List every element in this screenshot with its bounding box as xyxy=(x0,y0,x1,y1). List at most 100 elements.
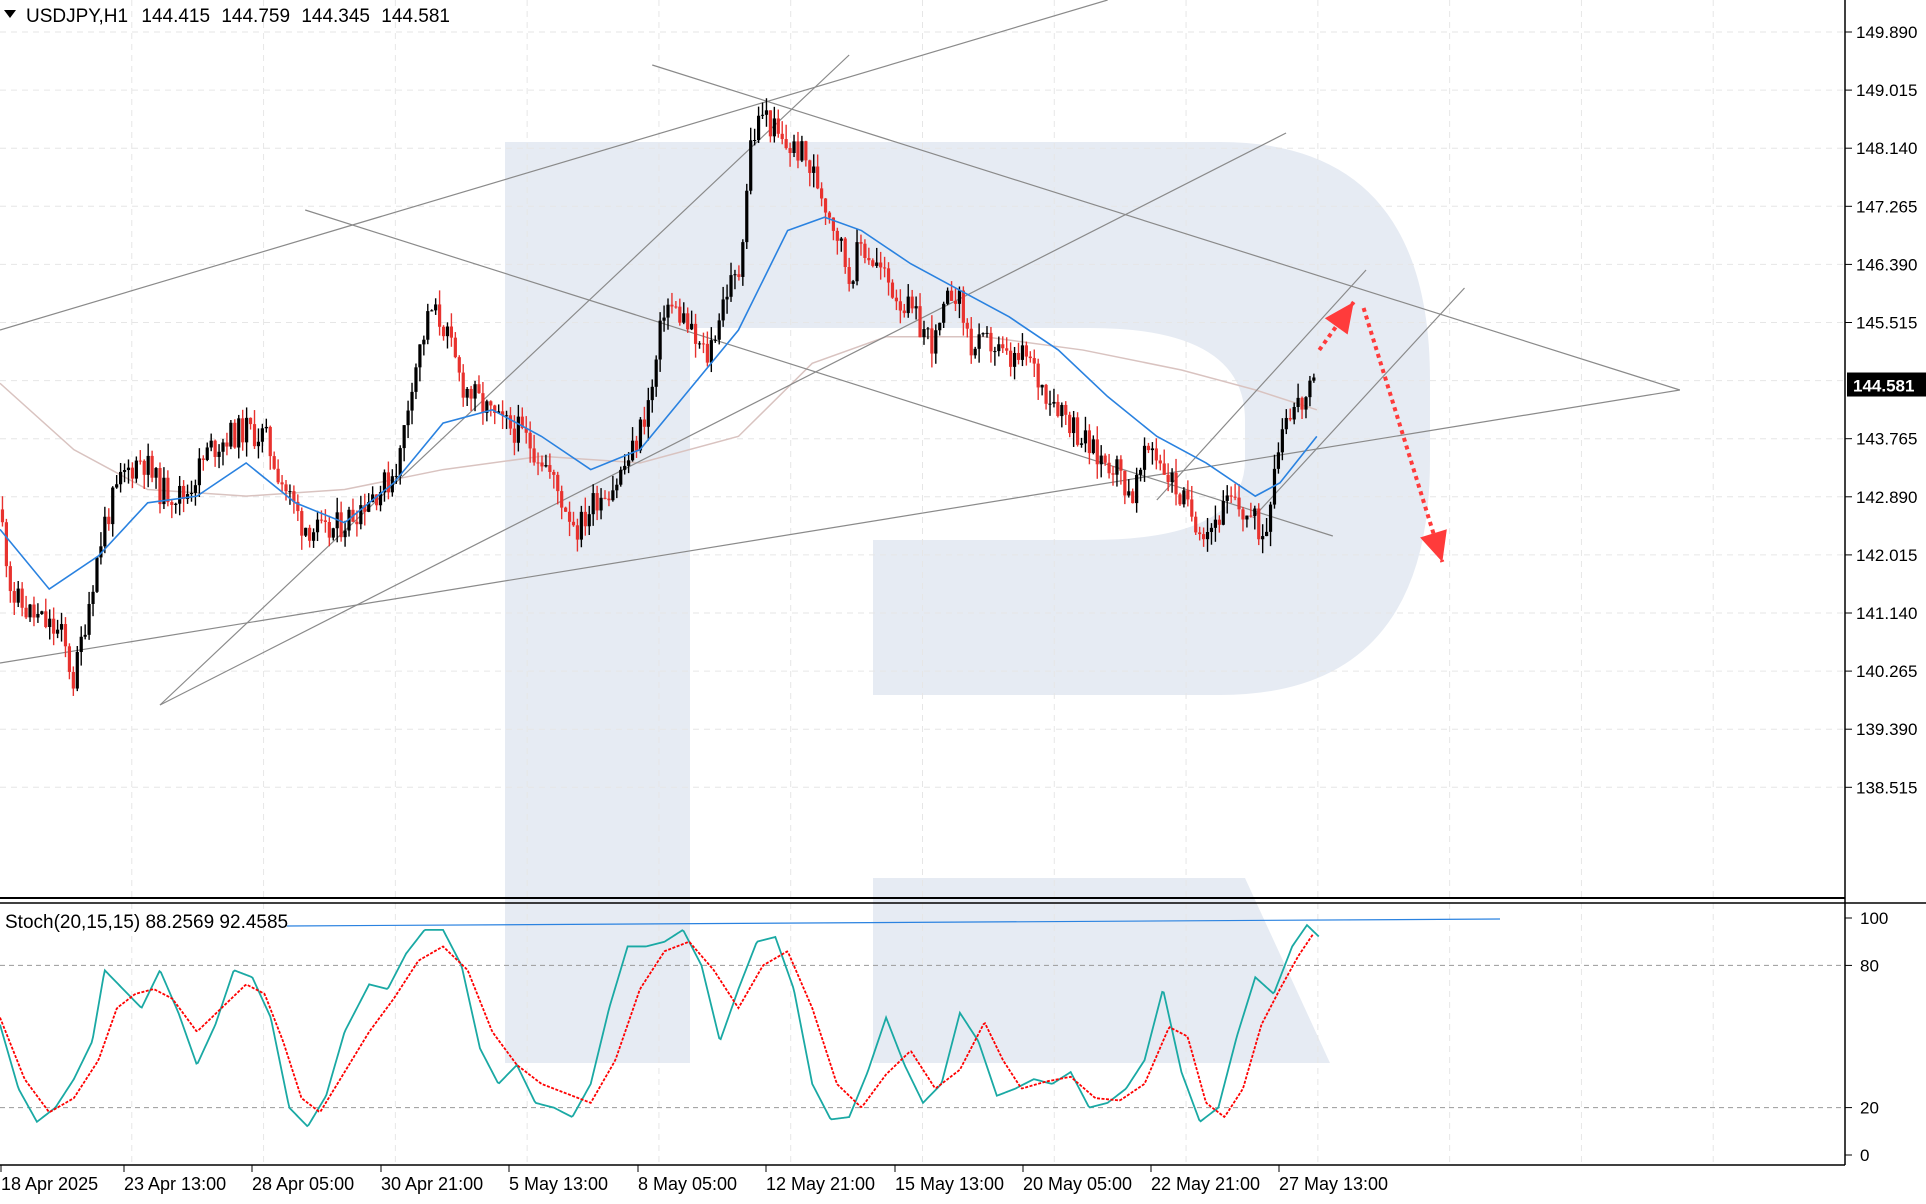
candle-body xyxy=(1205,531,1210,540)
candle-body xyxy=(567,511,572,522)
time-tick-label: 5 May 13:00 xyxy=(509,1174,608,1194)
candle-body xyxy=(1001,344,1005,349)
candle-body xyxy=(260,428,264,442)
ohlc-low: 144.345 xyxy=(301,6,370,27)
candle-body xyxy=(1099,455,1103,465)
candle-body xyxy=(493,405,497,413)
candle-body xyxy=(831,217,836,231)
candle-body xyxy=(418,344,422,368)
candle-body xyxy=(339,512,343,538)
price-tick-label: 139.390 xyxy=(1856,720,1917,739)
candle-body xyxy=(867,257,871,261)
candle-body xyxy=(363,505,367,512)
candle-body xyxy=(1048,403,1052,405)
candle-body xyxy=(690,323,694,330)
candle-body xyxy=(158,468,162,505)
candle-body xyxy=(1272,468,1277,505)
candle-body xyxy=(938,322,942,331)
trendline xyxy=(159,132,1287,706)
candle-body xyxy=(745,190,749,243)
candle-body xyxy=(237,418,241,448)
candle-body xyxy=(871,260,875,266)
dropdown-triangle-icon[interactable] xyxy=(4,10,16,18)
candle-body xyxy=(83,634,87,637)
candle-body xyxy=(709,340,713,363)
price-tick-label: 146.390 xyxy=(1856,255,1917,274)
candle-body xyxy=(292,491,296,502)
candle-body xyxy=(103,516,107,547)
candle-body xyxy=(686,313,690,330)
candle-body xyxy=(197,458,201,486)
candle-body xyxy=(1213,519,1218,528)
candle-body xyxy=(682,313,686,323)
candle-body xyxy=(961,290,965,323)
candle-body xyxy=(1190,499,1194,517)
candle-body xyxy=(1142,445,1147,470)
candle-body xyxy=(12,591,16,603)
candle-body xyxy=(130,467,135,479)
candle-body xyxy=(1225,495,1229,501)
candle-body xyxy=(1178,494,1182,505)
candle-body xyxy=(851,281,855,284)
candle-body xyxy=(934,330,938,354)
candle-body xyxy=(1005,348,1009,351)
time-tick-label: 22 May 21:00 xyxy=(1151,1174,1260,1194)
candle-body xyxy=(221,442,225,452)
candle-body xyxy=(512,428,517,443)
candle-body xyxy=(1107,462,1111,474)
time-tick-label: 28 Apr 05:00 xyxy=(252,1174,354,1194)
candle-body xyxy=(430,310,434,312)
candle-body xyxy=(532,448,536,463)
candle-body xyxy=(564,507,568,512)
candle-body xyxy=(355,521,359,525)
candle-body xyxy=(599,497,603,511)
trendlines xyxy=(0,0,1681,706)
candle-body xyxy=(233,422,237,448)
fast-moving-average xyxy=(0,216,1318,591)
candle-body xyxy=(1233,496,1237,498)
candle-body xyxy=(182,485,186,499)
candle-body xyxy=(16,588,20,603)
candle-body xyxy=(99,546,103,558)
price-axis: 149.890 149.015 148.140 147.265 146.390 145.5… xyxy=(1845,23,1917,797)
candle-body xyxy=(804,141,808,161)
candle-body xyxy=(300,511,304,536)
candle-body xyxy=(953,300,958,304)
candle-body xyxy=(414,367,418,392)
candle-body xyxy=(142,460,146,475)
price-tick-label: 149.890 xyxy=(1856,23,1917,42)
candle-body xyxy=(615,484,619,491)
forecast-arrows xyxy=(1317,300,1447,563)
candle-body xyxy=(359,505,363,525)
forecast-arrow-head-icon xyxy=(1420,529,1447,562)
stochastic-oscillator xyxy=(0,918,1501,1128)
time-tick-label: 20 May 05:00 xyxy=(1023,1174,1132,1194)
stoch-main-line xyxy=(0,923,1320,1128)
candle-body xyxy=(737,274,741,277)
candle-body xyxy=(922,328,926,338)
candle-body xyxy=(115,484,119,488)
price-tick-label: 145.515 xyxy=(1856,314,1917,333)
candle-body xyxy=(1056,401,1060,417)
candle-body xyxy=(241,418,245,443)
stochastic-axis: 100 80 20 0 xyxy=(1845,909,1888,1165)
candle-body xyxy=(729,275,733,297)
candle-body xyxy=(1217,519,1221,525)
candle-body xyxy=(1032,358,1036,364)
candle-body xyxy=(1198,532,1202,535)
candle-body xyxy=(1036,363,1040,388)
candle-body xyxy=(107,516,111,525)
candle-body xyxy=(1253,508,1257,516)
price-tick-label: 148.140 xyxy=(1856,139,1917,158)
candle-body xyxy=(272,456,276,469)
candle-body xyxy=(1308,380,1312,398)
candle-body xyxy=(508,415,513,429)
candle-body xyxy=(997,344,1001,352)
candle-body xyxy=(1146,445,1151,451)
candle-body xyxy=(445,326,450,337)
candle-body xyxy=(902,310,906,314)
candle-body xyxy=(55,629,60,634)
candle-body xyxy=(134,460,138,479)
candle-body xyxy=(8,566,12,592)
candle-body xyxy=(839,238,843,241)
